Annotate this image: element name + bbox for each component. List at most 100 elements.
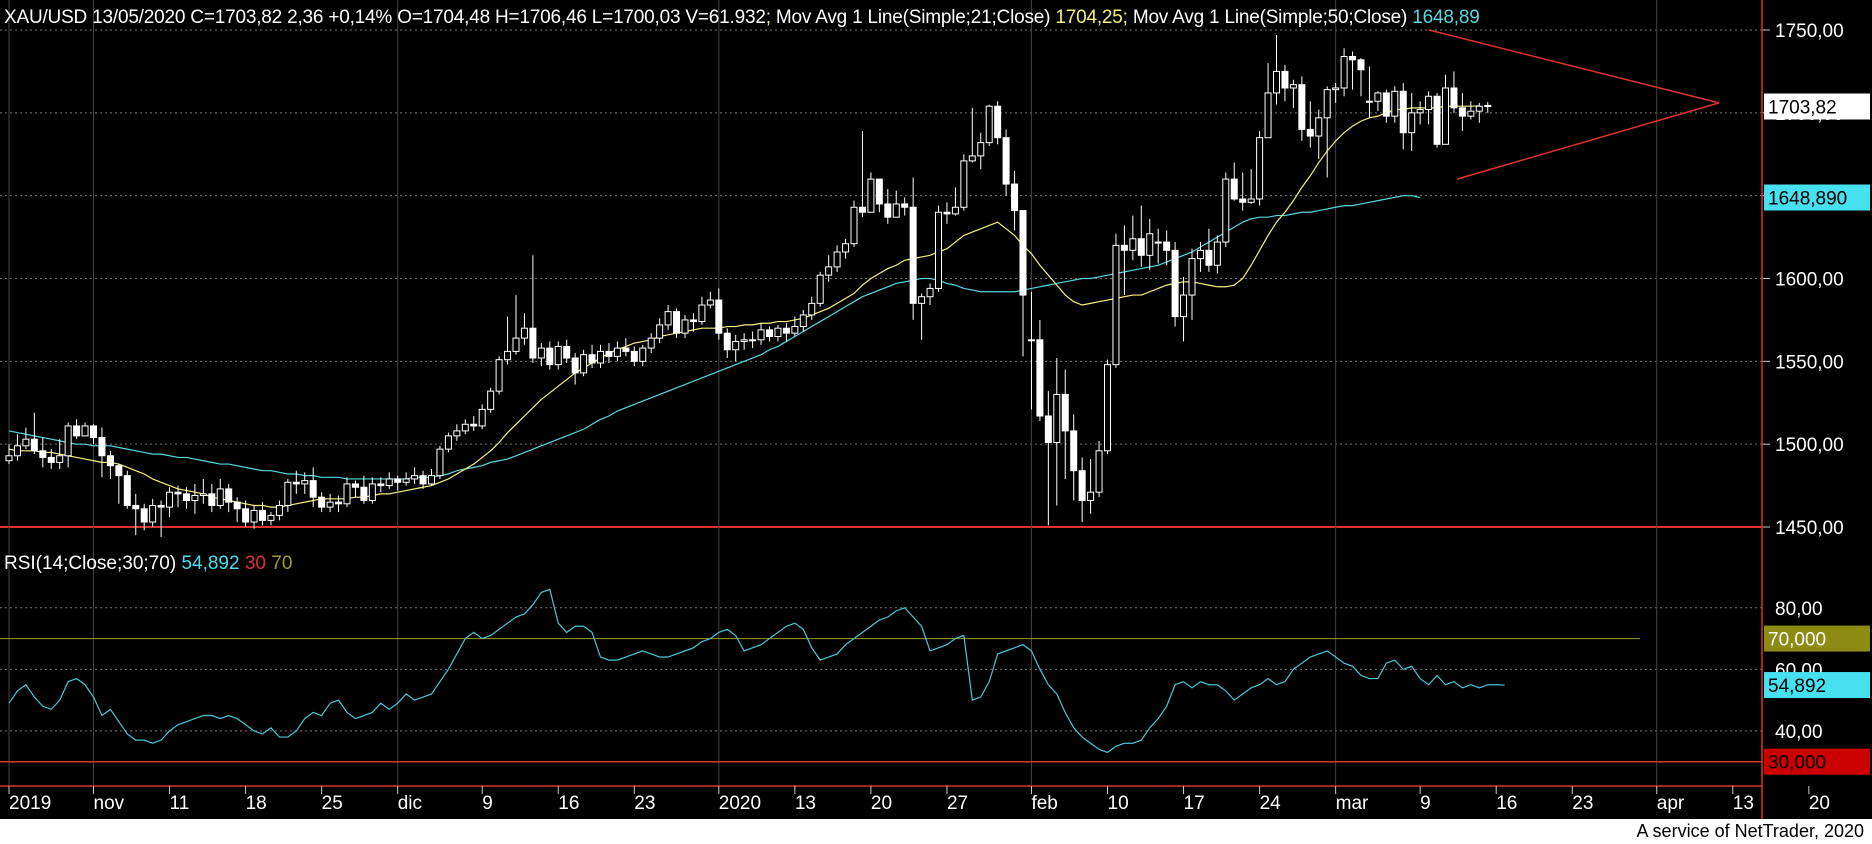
- ma21-value: 1704,25: [1055, 7, 1123, 28]
- candle-up: [1027, 339, 1035, 342]
- x-tick-label: 13: [795, 793, 816, 814]
- candle-up: [689, 319, 697, 323]
- candle-up: [715, 299, 723, 334]
- price-header: XAU/USD 13/05/2020 C=1703,82 2,36 +0,14%…: [4, 7, 1480, 29]
- candle-up: [1450, 87, 1458, 109]
- candle-down: [1222, 178, 1230, 243]
- candle-down: [698, 304, 706, 323]
- candle-up: [140, 508, 148, 523]
- price-header-main: XAU/USD 13/05/2020 C=1703,82 2,36 +0,14%…: [4, 7, 766, 28]
- footer: A service of NetTrader, 2020: [0, 819, 1872, 844]
- price-tick-label: 1550,00: [1775, 352, 1844, 373]
- price-tick-label: 1450,00: [1775, 518, 1844, 539]
- rsi30-badge: 30,000: [1768, 753, 1826, 774]
- candle-down: [444, 435, 452, 450]
- candle-up: [182, 493, 190, 501]
- candle-up: [782, 327, 790, 334]
- candle-up: [360, 486, 368, 501]
- candle-down: [1315, 117, 1323, 137]
- candle-down: [1391, 90, 1399, 117]
- candle-down: [1112, 244, 1120, 366]
- candle-up: [1019, 210, 1027, 296]
- header-sep-2: ;: [1122, 7, 1133, 28]
- candle-down: [191, 495, 199, 501]
- candle-down: [951, 206, 959, 215]
- candle-down: [64, 425, 72, 457]
- candle-up: [394, 478, 402, 483]
- candle-down: [267, 514, 275, 521]
- candle-down: [1323, 89, 1331, 119]
- candle-down: [1374, 92, 1382, 102]
- candle-down: [5, 455, 13, 462]
- candle-down: [22, 438, 30, 447]
- candle-up: [1458, 107, 1466, 117]
- candle-down: [504, 350, 512, 361]
- candle-up: [377, 483, 385, 487]
- x-tick-label: 20: [871, 793, 892, 814]
- candle-down: [774, 327, 782, 337]
- candle-up: [132, 504, 140, 510]
- candle-down: [1416, 109, 1424, 114]
- price-tick-label: 1750,00: [1775, 21, 1844, 42]
- x-tick-label: 11: [170, 793, 190, 814]
- candle-up: [1011, 183, 1019, 212]
- candle-up: [225, 488, 233, 503]
- candle-up: [47, 456, 55, 463]
- ma21-label: Mov Avg 1 Line(Simple;21;Close): [775, 7, 1051, 28]
- candle-up: [292, 481, 300, 485]
- candle-down: [656, 324, 664, 339]
- candle-down: [1213, 241, 1221, 266]
- candle-down: [850, 206, 858, 245]
- candle-down: [1289, 84, 1297, 89]
- candle-up: [208, 493, 216, 506]
- candle-down: [639, 347, 647, 362]
- candle-down: [284, 481, 292, 506]
- candle-down: [1408, 112, 1416, 134]
- candle-up: [1205, 249, 1213, 266]
- ma50-label: Mov Avg 1 Line(Simple;50;Close): [1132, 7, 1408, 28]
- candle-up: [1433, 95, 1441, 145]
- candle-down: [926, 287, 934, 298]
- x-tick-label: 16: [558, 793, 579, 814]
- candle-down: [81, 425, 89, 437]
- candle-up: [858, 206, 866, 213]
- x-tick-label: 17: [1184, 793, 1205, 814]
- price-grid: [0, 0, 1762, 786]
- candle-up: [749, 339, 757, 342]
- candle-down: [580, 354, 588, 374]
- candle-up: [571, 357, 579, 374]
- candle-down: [968, 155, 976, 162]
- candle-down: [825, 266, 833, 276]
- candle-down: [867, 178, 875, 213]
- candle-up: [1070, 430, 1078, 472]
- candle-down: [166, 491, 174, 508]
- rsi-value-badge: 54,892: [1768, 676, 1826, 697]
- rsi-label: RSI(14;Close;30;70): [4, 553, 177, 574]
- candle-down: [791, 326, 799, 334]
- candle-down: [960, 160, 968, 208]
- candle-down: [56, 455, 64, 463]
- x-tick-label: 9: [1420, 793, 1431, 814]
- candle-down: [732, 340, 740, 351]
- candle-up: [1298, 84, 1306, 130]
- candle-down: [428, 475, 435, 485]
- price-tick-label: 1500,00: [1775, 435, 1844, 456]
- candle-up: [1044, 415, 1052, 444]
- candle-up: [884, 203, 892, 218]
- x-tick-label: 23: [1572, 793, 1593, 814]
- candle-down: [1256, 137, 1264, 200]
- candle-up: [1061, 393, 1069, 432]
- candle-up: [909, 206, 917, 304]
- ma50-polyline: [8, 195, 1421, 480]
- ma50-badge-bg: [1764, 184, 1870, 211]
- candle-up: [1078, 470, 1086, 501]
- x-tick-label: 2019: [9, 793, 51, 814]
- candle-up: [115, 465, 123, 477]
- candle-down: [478, 408, 486, 427]
- candle-down: [613, 347, 621, 357]
- x-tick-label: 9: [482, 793, 493, 814]
- candle-down: [1425, 95, 1433, 111]
- candle-up: [1120, 244, 1128, 251]
- candle-down: [647, 337, 655, 349]
